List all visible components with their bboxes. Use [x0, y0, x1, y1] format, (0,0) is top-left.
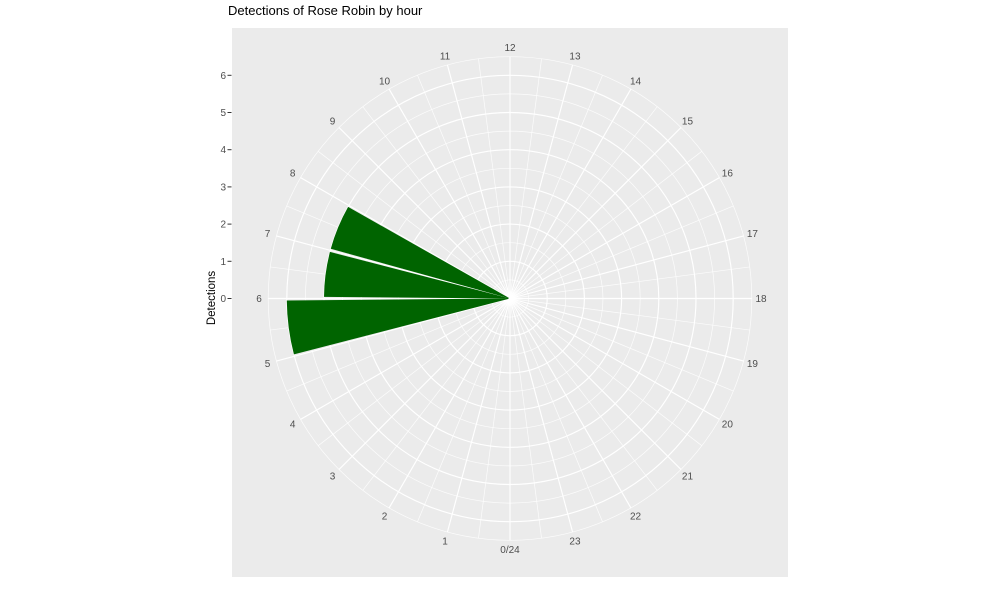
hour-label-15: 15 — [682, 117, 694, 128]
grid-spoke-hour-7 — [446, 64, 511, 299]
hour-label-2: 2 — [382, 511, 388, 522]
radial-axis: 0 1 2 3 4 5 6 — [220, 71, 232, 305]
hour-label-7: 7 — [265, 229, 271, 240]
r-tick-label-6: 6 — [220, 71, 226, 82]
grid-spoke-hour-21 — [509, 298, 682, 470]
grid-spoke-half-4.5 — [509, 74, 603, 299]
hour-label-12: 12 — [504, 43, 516, 54]
hour-label-4: 4 — [290, 420, 296, 431]
hour-label-17: 17 — [747, 229, 759, 240]
hour-label-13: 13 — [569, 52, 581, 63]
grid-spoke-half-20.5 — [509, 298, 658, 491]
hour-label-21: 21 — [682, 471, 694, 482]
grid-spoke-half-23.5 — [509, 298, 750, 331]
grid-spoke-half-7.5 — [417, 74, 511, 299]
grid-spoke-hour-16 — [388, 298, 511, 509]
grid-spoke-hour-1 — [509, 235, 744, 300]
grid-spoke-half-13.5 — [286, 298, 511, 392]
hour-label-19: 19 — [747, 359, 759, 370]
grid-spoke-hour-3 — [509, 127, 682, 299]
hour-axis-labels: 0/24123456789101112131415161718192021222… — [256, 43, 767, 556]
grid-spoke-hour-2 — [509, 177, 720, 299]
grid-spoke-hour-15 — [338, 298, 511, 470]
grid-spoke-hour-22 — [509, 298, 720, 420]
grid-spoke-half-15.5 — [362, 298, 511, 491]
grid-spoke-half-6.5 — [478, 58, 511, 299]
grid-spoke-hour-13 — [276, 297, 511, 362]
r-tick-label-1: 1 — [220, 257, 226, 268]
grid-spoke-hour-10 — [300, 177, 511, 299]
r-tick-label-0: 0 — [220, 294, 226, 305]
grid-spoke-half-8.5 — [362, 106, 511, 299]
hour-label-5: 5 — [265, 359, 271, 370]
bar-hour-7 — [330, 206, 509, 299]
grid-spoke-half-21.5 — [509, 298, 703, 446]
grid-spoke-half-1.5 — [509, 205, 734, 299]
grid-spoke-half-0.5 — [509, 266, 750, 299]
bar-hour-5 — [286, 298, 509, 355]
hour-label-16: 16 — [722, 169, 734, 180]
grid-spoke-hour-8 — [388, 88, 511, 299]
hour-label-14: 14 — [630, 77, 642, 88]
r-tick-label-3: 3 — [220, 182, 226, 193]
hour-label-9: 9 — [330, 117, 336, 128]
hour-label-6: 6 — [256, 294, 262, 305]
grid-spoke-hour-20 — [509, 298, 632, 509]
grid-spoke-hour-4 — [509, 88, 632, 299]
hour-label-1: 1 — [442, 536, 448, 547]
r-tick-label-4: 4 — [220, 145, 226, 156]
r-tick-label-5: 5 — [220, 108, 226, 119]
grid-spoke-half-18.5 — [509, 298, 542, 539]
grid-spoke-hour-17 — [446, 298, 511, 533]
bar-wedges — [286, 206, 509, 355]
grid-spoke-half-19.5 — [509, 298, 603, 523]
grid-spoke-half-5.5 — [509, 58, 542, 299]
grid-spoke-half-16.5 — [417, 298, 511, 523]
hour-label-23: 23 — [569, 536, 581, 547]
grid-spoke-hour-5 — [509, 64, 574, 299]
r-tick-label-2: 2 — [220, 220, 226, 231]
grid-spoke-half-3.5 — [509, 106, 658, 299]
bar-hour-6 — [324, 251, 509, 299]
grid-major-lines — [268, 56, 752, 541]
hour-label-3: 3 — [330, 471, 336, 482]
grid-spoke-hour-9 — [338, 127, 511, 299]
grid-spoke-half-2.5 — [509, 151, 703, 299]
hour-label-22: 22 — [630, 511, 642, 522]
hour-label-8: 8 — [290, 169, 296, 180]
hour-label-11: 11 — [440, 52, 451, 63]
hour-label-20: 20 — [722, 420, 734, 431]
grid-spoke-hour-14 — [300, 298, 511, 420]
grid-spoke-half-14.5 — [317, 298, 511, 446]
grid-spoke-hour-23 — [509, 297, 744, 362]
chart-title: Detections of Rose Robin by hour — [228, 3, 423, 18]
grid-spoke-half-22.5 — [509, 298, 734, 392]
hour-label-10: 10 — [379, 77, 391, 88]
hour-label-18: 18 — [755, 294, 767, 305]
grid-spoke-hour-19 — [509, 298, 574, 533]
grid-spoke-half-17.5 — [478, 298, 511, 539]
grid-spoke-hour-11 — [276, 235, 511, 300]
hour-label-0: 0/24 — [500, 545, 520, 556]
grid-spoke-half-9.5 — [317, 151, 511, 299]
